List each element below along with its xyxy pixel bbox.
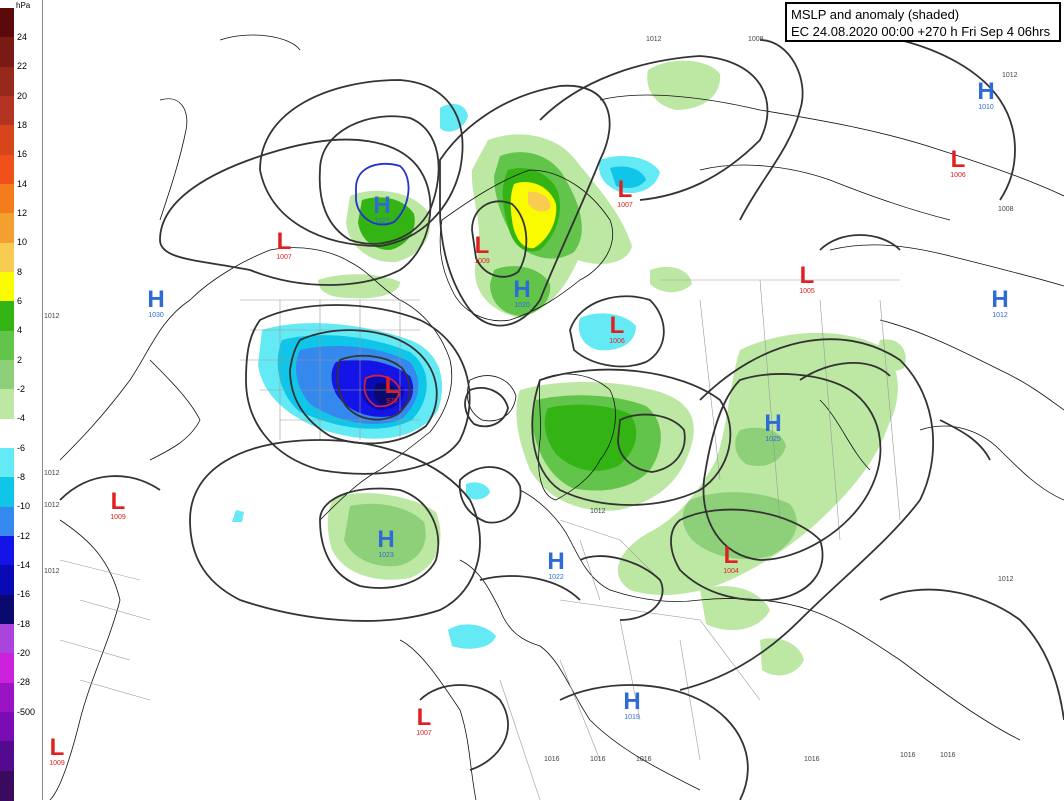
legend-tick-label: 18 (17, 119, 28, 130)
legend-tick-label: 16 (17, 149, 28, 160)
color-legend: hPa 24 22 20 18 16 14 12 10 8 6 4 2 -2 -4 -6 -8 -10 -12 -1… (0, 0, 43, 801)
isobar-label: 1016 (940, 752, 956, 759)
legend-tick-label: 6 (17, 295, 23, 306)
legend-tick-label: 4 (17, 325, 23, 336)
isobar-label: 1012 (646, 36, 662, 43)
isobar-label: 1016 (900, 752, 916, 759)
isobar-label: 1008 (998, 206, 1014, 213)
legend-swatch (0, 770, 14, 801)
coastlines (49, 34, 1064, 800)
legend-tick-label: -14 (17, 559, 31, 570)
isobar-label: 1012 (590, 508, 606, 515)
legend-swatch (0, 66, 14, 97)
legend-tick-label: -18 (17, 618, 31, 629)
legend-tick-label: -28 (17, 677, 31, 688)
legend-swatch (0, 682, 14, 713)
low-pressure-center: L 1009 (474, 232, 490, 266)
legend-tick-label: -16 (17, 589, 31, 600)
high-pressure-center: H 1020 (513, 276, 531, 310)
legend-tick-label: -12 (17, 530, 31, 541)
high-pressure-center: H 1030 (147, 286, 165, 320)
isobar-label: 1008 (748, 36, 764, 43)
legend-swatch (0, 96, 14, 126)
isobar-label: 1012 (44, 313, 60, 320)
legend-tick-label: 22 (17, 61, 28, 72)
legend-swatch (0, 389, 14, 420)
anomaly-shading (232, 60, 906, 676)
high-pressure-center: H 1012 (991, 286, 1009, 320)
legend-tick-label: 8 (17, 266, 23, 277)
low-pressure-center: L 1007 (416, 704, 432, 738)
legend-tick-label: -20 (17, 647, 31, 658)
legend-tick-label: 2 (17, 354, 23, 365)
low-pressure-center: L 976 (384, 372, 400, 406)
legend-swatch (0, 242, 14, 273)
map-subtitle: EC 24.08.2020 00:00 +270 h Fri Sep 4 06h… (791, 24, 1051, 39)
legend-tick-label: -2 (17, 383, 26, 394)
isobar-label: 1012 (44, 470, 60, 477)
high-pressure-center: H 1022 (547, 548, 565, 582)
isobars (59, 39, 1064, 800)
legend-tick-label: -6 (17, 442, 26, 453)
legend-swatch (0, 8, 14, 38)
map-title: MSLP and anomaly (shaded) (791, 7, 960, 22)
low-pressure-center: L 1007 (617, 176, 633, 210)
low-pressure-center: L 1004 (723, 542, 739, 576)
isobar-label: 1016 (544, 756, 560, 763)
isobar-label: 1016 (590, 756, 606, 763)
low-pressure-center: L 1009 (49, 734, 65, 768)
legend-swatch (0, 37, 14, 68)
low-pressure-center: L 1007 (276, 228, 292, 262)
legend-tick-label: -8 (17, 471, 26, 482)
legend-tick-label: 10 (17, 237, 28, 248)
legend-unit: hPa (16, 1, 31, 10)
legend-swatch (0, 536, 14, 566)
isobar-label: 1016 (636, 756, 652, 763)
legend-swatch (0, 184, 14, 214)
legend-swatch (0, 712, 14, 742)
legend-swatch (0, 477, 14, 508)
legend-swatch (0, 213, 14, 244)
low-pressure-center: L 1006 (950, 146, 966, 180)
high-pressure-center: H 1019 (623, 688, 641, 722)
legend-tick-label: 12 (17, 207, 28, 218)
legend-swatch (0, 360, 14, 390)
legend-swatch (0, 653, 14, 684)
isobar-label: 1016 (804, 756, 820, 763)
legend-swatch (0, 565, 14, 596)
legend-swatch (0, 301, 14, 332)
legend-swatch (0, 125, 14, 156)
low-pressure-center: L 1005 (799, 262, 815, 296)
map-title-box: MSLP and anomaly (shaded) EC 24.08.2020 … (785, 2, 1061, 42)
high-pressure-center: H 1023 (377, 526, 395, 560)
legend-swatch (0, 418, 14, 449)
legend-swatch (0, 624, 14, 654)
legend-swatch (0, 272, 14, 302)
legend-tick-label: -4 (17, 413, 26, 424)
high-pressure-center: H 1010 (977, 78, 995, 112)
isobar-label: 1012 (1002, 72, 1018, 79)
legend-tick-label: 14 (17, 178, 28, 189)
legend-swatch (0, 330, 14, 361)
isobar-label: 1012 (998, 576, 1014, 583)
legend-swatch (0, 154, 14, 185)
legend-tick-label: -500 (17, 706, 36, 717)
legend-swatch (0, 594, 14, 625)
low-pressure-center: L 1006 (609, 312, 625, 346)
legend-swatch (0, 448, 14, 478)
legend-tick-label: -10 (17, 501, 31, 512)
low-pressure-center: L 1009 (110, 488, 126, 522)
legend-swatch (0, 741, 14, 772)
legend-swatch (0, 506, 14, 537)
legend-tick-label: 20 (17, 90, 28, 101)
high-pressure-center: H 1025 (764, 410, 782, 444)
isobar-label: 1012 (44, 502, 60, 509)
isobar-label: 1012 (44, 568, 60, 575)
high-pressure-center: H 1027 (373, 192, 391, 226)
legend-tick-label: 24 (17, 31, 28, 42)
